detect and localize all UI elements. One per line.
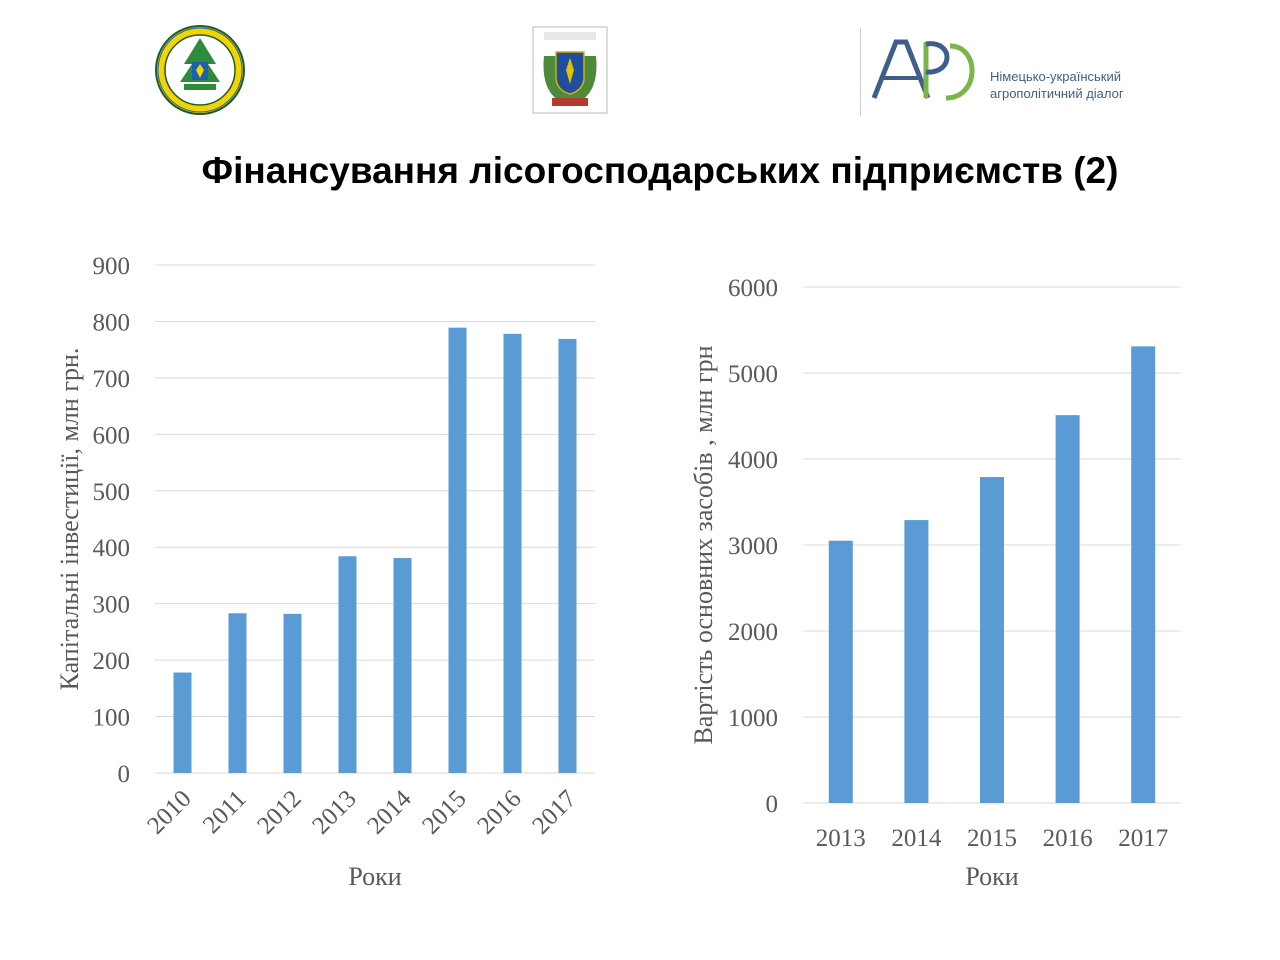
chart2-x-axis-title: Роки bbox=[965, 862, 1018, 891]
chart1-x-tick-label: 2017 bbox=[527, 785, 581, 839]
chart2-y-tick-label: 0 bbox=[766, 791, 779, 818]
chart2-x-tick-label: 2014 bbox=[891, 825, 942, 852]
chart1-y-tick-label: 200 bbox=[93, 648, 131, 675]
chart1-x-tick-label: 2016 bbox=[472, 785, 526, 839]
chart1-x-tick-label: 2014 bbox=[362, 785, 417, 840]
chart2-bar bbox=[1131, 346, 1156, 803]
chart1-y-tick-label: 300 bbox=[93, 592, 131, 619]
apd-name-line-1: Німецько-український bbox=[990, 69, 1121, 84]
chart1-bar bbox=[393, 557, 412, 773]
coat-of-arms-emblem-logo bbox=[532, 26, 608, 114]
chart1-y-tick-label: 900 bbox=[93, 253, 131, 280]
chart2-y-tick-label: 4000 bbox=[728, 447, 778, 474]
chart1-bar bbox=[558, 338, 577, 773]
chart1-x-tick-label: 2010 bbox=[142, 785, 196, 839]
chart1-x-tick-label: 2015 bbox=[417, 785, 471, 839]
logo-divider bbox=[860, 28, 861, 116]
chart1-y-tick-label: 500 bbox=[93, 479, 131, 506]
apd-logo: Німецько-український агрополітичний діал… bbox=[860, 26, 1160, 118]
apd-letters-icon bbox=[871, 39, 975, 101]
chart1-y-tick-label: 700 bbox=[93, 366, 131, 393]
chart1-y-tick-label: 100 bbox=[93, 705, 131, 732]
chart2-x-tick-label: 2017 bbox=[1118, 825, 1168, 852]
chart2-bar bbox=[1055, 415, 1080, 803]
chart1-y-axis-title: Капітальні інвестиції, млн грн. bbox=[55, 348, 84, 691]
chart2-bar bbox=[980, 477, 1004, 803]
chart2-x-tick-label: 2013 bbox=[816, 825, 866, 852]
slide-title: Фінансування лісогосподарських підприємс… bbox=[201, 150, 1119, 191]
chart1-bar bbox=[503, 333, 522, 773]
forestry-university-seal-logo bbox=[155, 25, 245, 115]
chart1-x-axis-title: Роки bbox=[348, 862, 401, 891]
chart1-bar bbox=[448, 327, 467, 773]
chart1-y-tick-label: 0 bbox=[118, 761, 131, 788]
chart2-x-tick-label: 2015 bbox=[967, 825, 1017, 852]
chart1-x-tick-label: 2011 bbox=[198, 785, 252, 839]
chart2-y-tick-label: 1000 bbox=[728, 705, 778, 732]
chart2-x-tick-label: 2016 bbox=[1043, 825, 1093, 852]
chart1-x-tick-label: 2013 bbox=[307, 785, 361, 839]
chart1-bar bbox=[173, 672, 192, 773]
chart2-y-tick-label: 2000 bbox=[728, 619, 778, 646]
chart2-bar bbox=[828, 540, 853, 803]
chart2-y-axis-title: Вартість основних засобів , млн грн bbox=[689, 345, 718, 744]
chart1-y-tick-label: 800 bbox=[93, 309, 131, 336]
chart1-y-tick-label: 600 bbox=[93, 422, 131, 449]
chart1-x-tick-label: 2012 bbox=[252, 785, 306, 839]
chart2-bar bbox=[904, 520, 929, 803]
chart2-y-tick-label: 5000 bbox=[728, 361, 778, 388]
chart2-y-tick-label: 6000 bbox=[728, 275, 778, 302]
chart1-bar bbox=[338, 556, 357, 773]
chart2-y-tick-label: 3000 bbox=[728, 533, 778, 560]
chart1-bar bbox=[283, 613, 302, 773]
apd-name-line-2: агрополітичний діалог bbox=[990, 86, 1124, 101]
chart1-y-tick-label: 400 bbox=[93, 535, 131, 562]
chart1-bar bbox=[228, 613, 247, 773]
